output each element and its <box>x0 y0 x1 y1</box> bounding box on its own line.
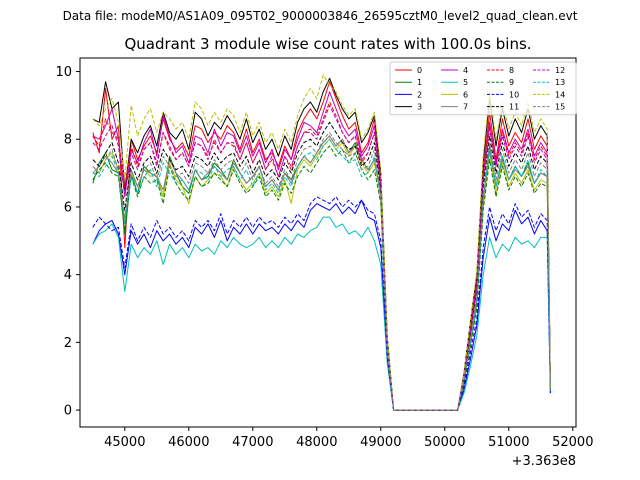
series-line-2 <box>92 199 551 411</box>
x-tick-label: 46000 <box>168 435 209 450</box>
legend-label-11: 11 <box>509 103 519 112</box>
series-line-15 <box>92 132 551 411</box>
series-layer <box>92 74 551 411</box>
y-axis: 0 2 4 6 8 10 <box>55 65 80 419</box>
x-tick-label: 49000 <box>360 435 401 450</box>
x-tick-label: 52000 <box>552 435 593 450</box>
y-tick-label: 0 <box>64 404 72 419</box>
legend-label-6: 6 <box>463 90 468 99</box>
x-tick-label: 48000 <box>296 435 337 450</box>
x-axis-offset-label: +3.363e8 <box>512 454 576 469</box>
legend-label-5: 5 <box>463 78 468 87</box>
legend-box <box>389 61 577 116</box>
series-line-12 <box>92 104 551 411</box>
legend-label-15: 15 <box>555 103 565 112</box>
legend-label-12: 12 <box>555 66 565 75</box>
legend-label-14: 14 <box>555 90 565 99</box>
legend-label-9: 9 <box>509 78 514 87</box>
series-line-14 <box>92 74 551 411</box>
series-line-5 <box>92 216 551 411</box>
series-line-9 <box>92 145 551 411</box>
y-tick-label: 6 <box>64 200 72 215</box>
legend-label-1: 1 <box>417 78 422 87</box>
y-tick-label: 2 <box>64 336 72 351</box>
x-axis: 45000 46000 47000 48000 49000 50000 51000 52000 <box>104 427 593 450</box>
series-line-13 <box>92 138 551 411</box>
x-tick-label: 47000 <box>232 435 273 450</box>
legend-label-3: 3 <box>417 103 422 112</box>
legend-label-0: 0 <box>417 66 422 75</box>
legend-label-4: 4 <box>463 66 468 75</box>
legend-label-7: 7 <box>463 103 468 112</box>
series-line-0 <box>92 81 551 411</box>
legend-label-8: 8 <box>509 66 514 75</box>
x-tick-label: 51000 <box>488 435 529 450</box>
legend-label-13: 13 <box>555 78 565 87</box>
chart-title: Quadrant 3 module wise count rates with … <box>124 35 531 53</box>
series-line-10 <box>92 196 551 411</box>
x-tick-label: 45000 <box>104 435 145 450</box>
y-tick-label: 8 <box>64 133 72 148</box>
legend-label-2: 2 <box>417 90 422 99</box>
series-line-11 <box>92 121 551 411</box>
y-tick-label: 4 <box>64 268 72 283</box>
series-line-6 <box>92 138 551 411</box>
series-line-3 <box>92 77 551 411</box>
file-suptitle: Data file: modeM0/AS1A09_095T02_90000038… <box>63 9 578 23</box>
legend-label-10: 10 <box>509 90 519 99</box>
x-tick-label: 50000 <box>424 435 465 450</box>
plot-frame <box>79 57 577 428</box>
y-tick-label: 10 <box>55 65 72 80</box>
